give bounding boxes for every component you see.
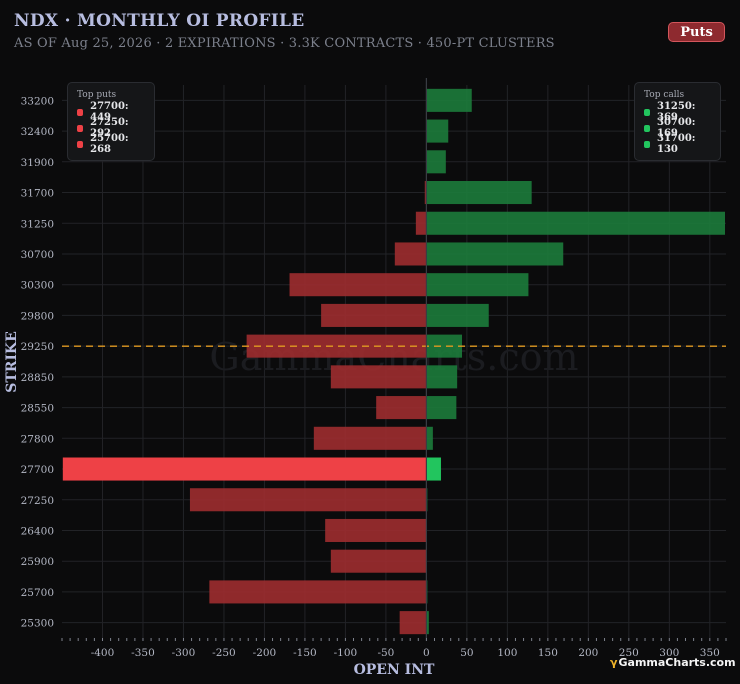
x-tick-label: -50 xyxy=(377,647,394,659)
put-bar xyxy=(325,518,427,542)
y-tick-label: 31250 xyxy=(21,218,54,230)
call-bar xyxy=(426,211,725,235)
put-bar xyxy=(330,549,427,573)
top-puts-legend: Top puts 27700: 449 27250: 292 25700: 26… xyxy=(67,82,155,161)
y-tick-label: 25900 xyxy=(21,556,54,568)
y-tick-labels: 33200 32400 31900 31700 31250 30700 30300 29800… xyxy=(21,95,54,629)
x-tick-label: 0 xyxy=(423,647,430,659)
call-bar xyxy=(426,303,489,327)
put-swatch xyxy=(77,108,84,116)
legend-item-label: 25700: 268 xyxy=(90,133,129,155)
legend-item-label: 31250: 369 xyxy=(657,101,696,123)
put-bar xyxy=(289,273,427,297)
call-bar xyxy=(426,88,472,112)
call-bar xyxy=(426,365,458,389)
y-tick-label: 25700 xyxy=(21,587,54,599)
put-bar xyxy=(189,488,427,512)
call-bar xyxy=(426,119,449,143)
y-tick-label: 25300 xyxy=(21,618,54,630)
x-tick-label: 350 xyxy=(700,647,720,659)
call-bar xyxy=(426,334,463,358)
call-swatch xyxy=(644,108,651,116)
put-bar xyxy=(246,334,427,358)
call-swatch xyxy=(644,124,651,132)
x-tick-labels: -400 -350 -300 -250 -200 -150 -100 -50 0 50 100 150… xyxy=(61,638,727,659)
x-tick-label: 50 xyxy=(460,647,473,659)
put-bar xyxy=(394,242,427,266)
put-swatch xyxy=(77,140,84,148)
x-tick-label: -350 xyxy=(131,647,155,659)
call-bar xyxy=(426,150,446,174)
y-tick-label: 31700 xyxy=(21,188,54,200)
y-tick-label: 30300 xyxy=(21,280,54,292)
x-tick-label: -400 xyxy=(91,647,115,659)
gamma-logo-icon: γ xyxy=(610,656,618,669)
call-bar xyxy=(426,181,532,205)
x-tick-label: -250 xyxy=(212,647,236,659)
chart-title: NDX · MONTHLY OI PROFILE xyxy=(14,11,305,31)
put-bar xyxy=(313,426,427,450)
chart-subtitle: AS OF Aug 25, 2026 · 2 EXPIRATIONS · 3.3… xyxy=(14,36,555,51)
y-tick-label: 32400 xyxy=(21,126,54,138)
y-tick-label: 26400 xyxy=(21,525,54,537)
y-tick-label: 27250 xyxy=(21,495,54,507)
y-tick-label: 28550 xyxy=(21,403,54,415)
put-bar xyxy=(330,365,427,389)
call-bar xyxy=(426,242,564,266)
x-tick-label: -100 xyxy=(334,647,358,659)
legend-item: 27700: 449 xyxy=(77,101,145,123)
y-tick-label: 31900 xyxy=(21,157,54,169)
y-tick-label: 27700 xyxy=(21,464,54,476)
x-axis-label: OPEN INT xyxy=(354,662,435,678)
y-tick-label: 27800 xyxy=(21,433,54,445)
x-tick-label: 150 xyxy=(538,647,558,659)
legend-item: 31250: 369 xyxy=(644,101,711,123)
y-tick-label: 33200 xyxy=(21,95,54,107)
legend-item: 30700: 169 xyxy=(644,117,711,139)
legend-item-label: 30700: 169 xyxy=(657,117,696,139)
legend-item: 25700: 268 xyxy=(77,133,145,155)
bars xyxy=(62,88,725,635)
x-tick-label: -300 xyxy=(172,647,196,659)
legend-item: 31700: 130 xyxy=(644,133,711,155)
put-bar xyxy=(321,303,427,327)
call-swatch xyxy=(644,140,651,148)
top-calls-legend: Top calls 31250: 369 30700: 169 31700: 1… xyxy=(634,82,721,161)
put-bar xyxy=(399,611,427,635)
brand-logo[interactable]: γGammaCharts.com xyxy=(610,656,736,669)
top-puts-legend-title: Top puts xyxy=(77,90,117,100)
put-bar xyxy=(415,211,427,235)
x-tick-label: 200 xyxy=(578,647,598,659)
call-bar xyxy=(426,273,529,297)
x-tick-label: 300 xyxy=(659,647,679,659)
y-tick-label: 28850 xyxy=(21,372,54,384)
put-bar xyxy=(62,457,427,481)
x-tick-label: 100 xyxy=(497,647,517,659)
legend-item-label: 31700: 130 xyxy=(657,133,696,155)
legend-item-label: 27700: 449 xyxy=(90,101,129,123)
put-swatch xyxy=(77,124,84,132)
call-bar xyxy=(426,396,457,420)
top-calls-legend-title: Top calls xyxy=(644,90,685,100)
put-bar xyxy=(209,580,427,604)
legend-item-label: 27250: 292 xyxy=(90,117,129,139)
y-tick-label: 29800 xyxy=(21,310,54,322)
x-tick-label: 250 xyxy=(619,647,639,659)
put-bar xyxy=(424,181,427,205)
x-tick-label: -200 xyxy=(253,647,277,659)
call-bar xyxy=(426,426,433,450)
y-tick-label: 29250 xyxy=(21,341,54,353)
y-axis-label: STRIKE xyxy=(4,331,20,393)
call-bar xyxy=(426,611,429,635)
put-bar xyxy=(376,396,427,420)
legend-item: 27250: 292 xyxy=(77,117,145,139)
puts-toggle-button[interactable]: Puts xyxy=(668,22,725,42)
y-tick-label: 30700 xyxy=(21,249,54,261)
call-bar xyxy=(426,457,441,481)
brand-name: GammaCharts.com xyxy=(618,656,736,669)
x-tick-label: -150 xyxy=(293,647,317,659)
